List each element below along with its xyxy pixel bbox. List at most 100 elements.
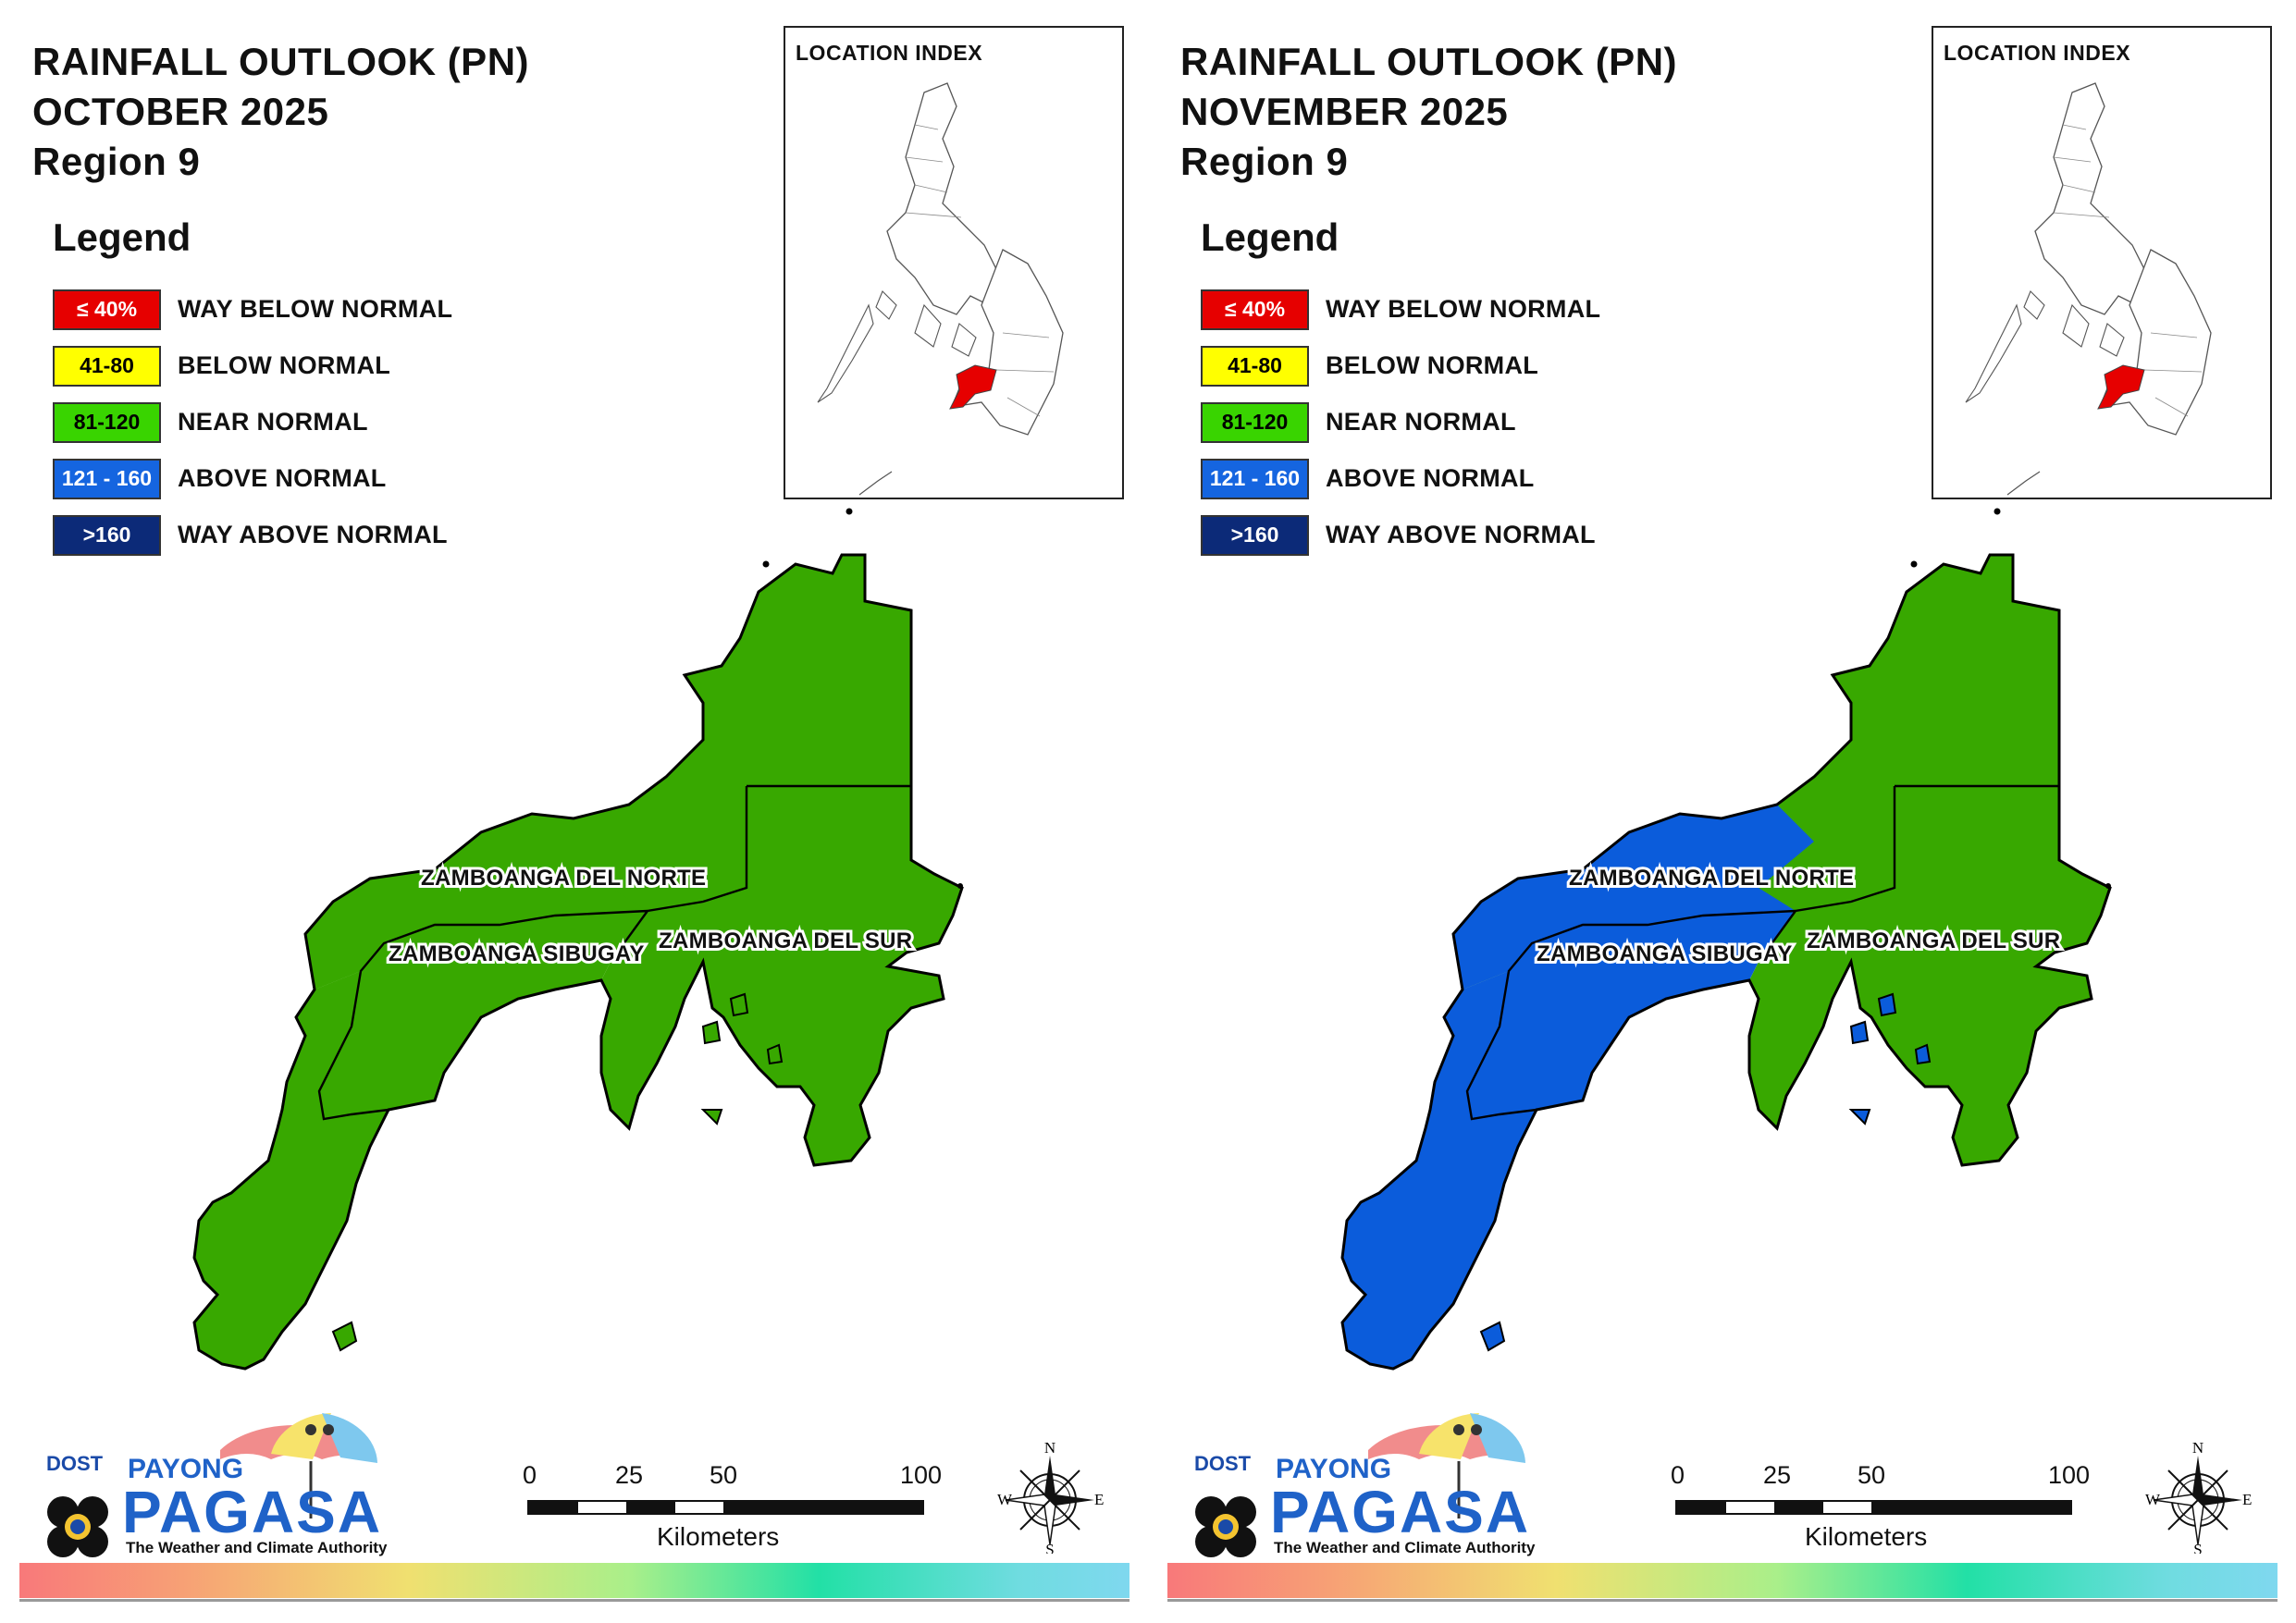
philippines-outline: [817, 82, 1064, 496]
footer-gradient-bar: [1167, 1563, 2277, 1598]
scale-tick-label: 100: [900, 1461, 943, 1489]
scale-bar: 0 25 50 100 Kilometers: [523, 1461, 942, 1554]
philippines-outline: [1965, 82, 2212, 496]
legend-label: BELOW NORMAL: [178, 351, 391, 379]
legend-item-way-below-normal: ≤ 40% WAY BELOW NORMAL: [1201, 281, 1600, 338]
province-label-zamboanga-del-norte: ZAMBOANGA DEL NORTE: [421, 866, 706, 891]
province-label-zamboanga-sibugay: ZAMBOANGA SIBUGAY: [1537, 941, 1793, 966]
map-title-line-2: NOVEMBER 2025: [1180, 90, 1509, 133]
compass-s: S: [2193, 1541, 2202, 1554]
logo-tagline: The Weather and Climate Authority: [1274, 1539, 1536, 1556]
scale-tick-label: 50: [710, 1461, 738, 1489]
legend-label: BELOW NORMAL: [1326, 351, 1539, 379]
province-label-zamboanga-del-sur: ZAMBOANGA DEL SUR: [1807, 928, 2060, 953]
legend-item-near-normal: 81-120 NEAR NORMAL: [1201, 394, 1600, 450]
location-index-title: LOCATION INDEX: [796, 41, 983, 65]
legend-item-way-above-normal: >160 WAY ABOVE NORMAL: [1201, 507, 1600, 563]
map-title-line-1: RAINFALL OUTLOOK (PN): [1180, 40, 1678, 83]
legend-swatch: 121 - 160: [53, 458, 161, 499]
legend-swatch: 81-120: [1201, 401, 1309, 443]
scale-bar-graphic: [1675, 1500, 2072, 1515]
logo-payong: PAYONG: [1276, 1454, 1392, 1484]
compass-n: N: [1044, 1443, 1055, 1457]
legend-label: ABOVE NORMAL: [1326, 464, 1535, 492]
legend: ≤ 40% WAY BELOW NORMAL 41-80 BELOW NORMA…: [1201, 281, 1600, 563]
legend-swatch: 81-120: [53, 401, 161, 443]
logo-dost: DOST: [1194, 1452, 1252, 1475]
region-9-map: ZAMBOANGA DEL NORTE ZAMBOANGA SIBUGAY ZA…: [192, 508, 964, 1371]
outlook-panel-november: RAINFALL OUTLOOK (PN) NOVEMBER 2025 Regi…: [1148, 0, 2296, 1623]
legend-swatch: 41-80: [53, 345, 161, 387]
legend-label: WAY ABOVE NORMAL: [1326, 521, 1596, 548]
legend-label: NEAR NORMAL: [178, 408, 368, 436]
compass-e: E: [2242, 1491, 2252, 1508]
map-region-zamboanga-peninsula-south: [1342, 971, 1537, 1369]
compass-icon: N S W E: [2145, 1439, 2252, 1558]
compass-n: N: [2192, 1443, 2203, 1457]
map-region-zamboanga-peninsula-south: [194, 971, 389, 1369]
legend-swatch: >160: [53, 514, 161, 556]
province-label-zamboanga-del-norte: ZAMBOANGA DEL NORTE: [1569, 866, 1854, 891]
compass-rose: N S W E: [2142, 1439, 2253, 1558]
legend-label: WAY ABOVE NORMAL: [178, 521, 448, 548]
legend-swatch: >160: [1201, 514, 1309, 556]
legend-label: ABOVE NORMAL: [178, 464, 387, 492]
compass-s: S: [1045, 1541, 1054, 1554]
umbrella-icon: [47, 1413, 377, 1557]
compass-w: W: [997, 1491, 1013, 1508]
footer-gradient-bar: [19, 1563, 1129, 1598]
legend-swatch: 41-80: [1201, 345, 1309, 387]
province-label-zamboanga-del-sur: ZAMBOANGA DEL SUR: [659, 928, 912, 953]
scale-bar: 0 25 50 100 Kilometers: [1671, 1461, 2090, 1554]
compass-icon: N S W E: [997, 1439, 1104, 1558]
scale-tick-label: 25: [1763, 1461, 1792, 1489]
province-label-zamboanga-sibugay: ZAMBOANGA SIBUGAY: [389, 941, 645, 966]
compass-rose: N S W E: [994, 1439, 1105, 1558]
map-title-line-3: Region 9: [32, 140, 201, 183]
legend-item-above-normal: 121 - 160 ABOVE NORMAL: [1201, 450, 1600, 507]
location-index-title: LOCATION INDEX: [1944, 41, 2131, 65]
scale-tick-label: 0: [523, 1461, 537, 1489]
legend-item-way-below-normal: ≤ 40% WAY BELOW NORMAL: [53, 281, 452, 338]
legend-item-near-normal: 81-120 NEAR NORMAL: [53, 394, 452, 450]
map-region-zamboanga-del-sur: [1749, 786, 2110, 1165]
legend-label: WAY BELOW NORMAL: [1326, 295, 1601, 323]
umbrella-icon: [1195, 1413, 1525, 1557]
legend: ≤ 40% WAY BELOW NORMAL 41-80 BELOW NORMA…: [53, 281, 452, 563]
map-title-line-1: RAINFALL OUTLOOK (PN): [32, 40, 530, 83]
location-index-inset: LOCATION INDEX: [784, 26, 1124, 499]
legend-heading: Legend: [53, 215, 191, 259]
legend-label: NEAR NORMAL: [1326, 408, 1516, 436]
footer-baseline: [19, 1599, 1129, 1602]
legend-item-above-normal: 121 - 160 ABOVE NORMAL: [53, 450, 452, 507]
map-title-line-3: Region 9: [1180, 140, 1349, 183]
location-index-inset: LOCATION INDEX: [1932, 26, 2272, 499]
map-region-zamboanga-del-sur: [601, 786, 962, 1165]
payong-pagasa-logo: DOST PAYONG PAGASA The Weather and Clima…: [1183, 1396, 1544, 1563]
scale-tick-label: 50: [1858, 1461, 1886, 1489]
outlook-panel-october: RAINFALL OUTLOOK (PN) OCTOBER 2025 Regio…: [19, 26, 1129, 1602]
map-title: RAINFALL OUTLOOK (PN) OCTOBER 2025 Regio…: [32, 37, 529, 187]
logo-dost: DOST: [46, 1452, 104, 1475]
scale-unit: Kilometers: [657, 1522, 780, 1551]
footer-baseline: [1167, 1599, 2277, 1602]
scale-tick-label: 0: [1671, 1461, 1685, 1489]
legend-swatch: ≤ 40%: [1201, 289, 1309, 330]
logo-pagasa: PAGASA: [1270, 1479, 1531, 1545]
map-title: RAINFALL OUTLOOK (PN) NOVEMBER 2025 Regi…: [1180, 37, 1677, 187]
legend-label: WAY BELOW NORMAL: [178, 295, 453, 323]
payong-pagasa-logo: DOST PAYONG PAGASA The Weather and Clima…: [35, 1396, 396, 1563]
legend-swatch: ≤ 40%: [53, 289, 161, 330]
scale-unit: Kilometers: [1805, 1522, 1928, 1551]
map-region-zamboanga-del-norte-west: [305, 805, 666, 990]
legend-swatch: 121 - 160: [1201, 458, 1309, 499]
legend-heading: Legend: [1201, 215, 1339, 259]
region-9-map: ZAMBOANGA DEL NORTE ZAMBOANGA SIBUGAY ZA…: [1340, 508, 2112, 1371]
legend-item-way-above-normal: >160 WAY ABOVE NORMAL: [53, 507, 452, 563]
scale-tick-label: 25: [615, 1461, 644, 1489]
map-title-line-2: OCTOBER 2025: [32, 90, 329, 133]
compass-w: W: [2145, 1491, 2161, 1508]
legend-item-below-normal: 41-80 BELOW NORMAL: [1201, 338, 1600, 394]
compass-e: E: [1094, 1491, 1104, 1508]
scale-bar-graphic: [527, 1500, 924, 1515]
